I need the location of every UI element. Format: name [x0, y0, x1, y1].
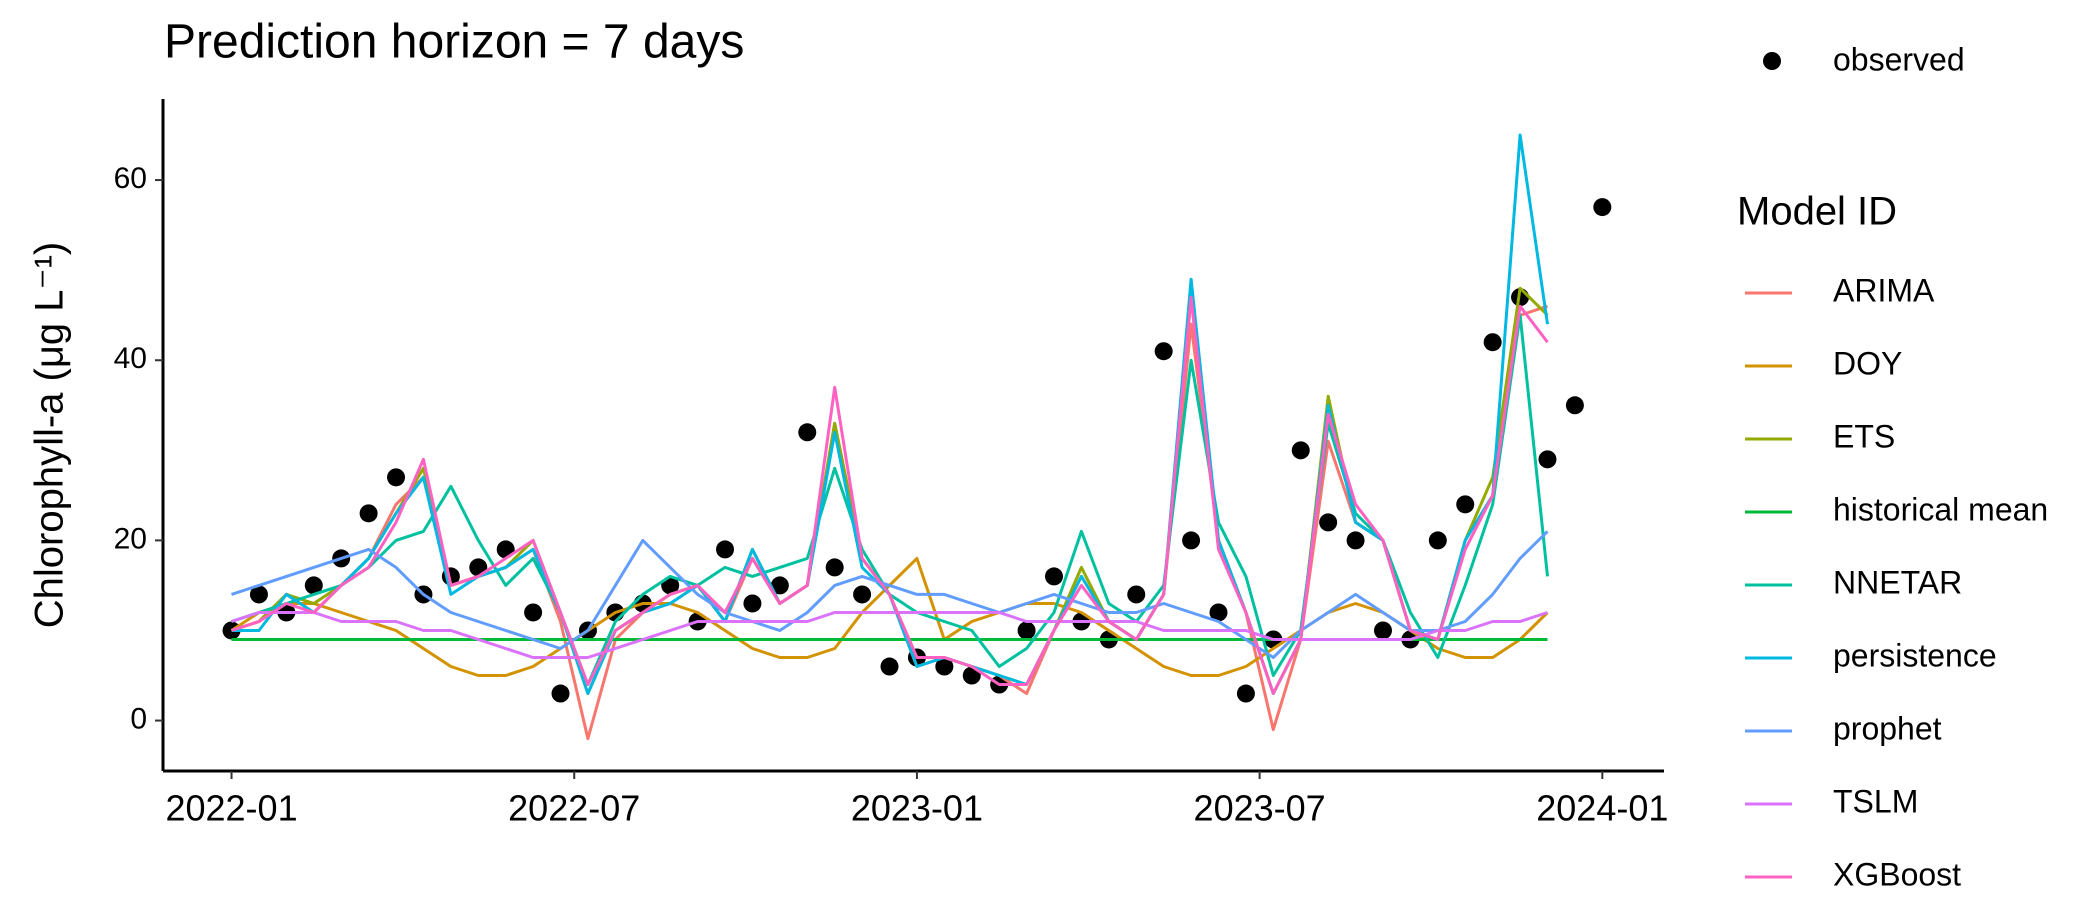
- legend-label: ARIMA: [1833, 272, 1935, 308]
- observed-point: [716, 540, 735, 559]
- legend-label: observed: [1833, 41, 1965, 77]
- y-tick-label: 20: [114, 522, 147, 555]
- observed-point: [1127, 585, 1146, 604]
- observed-point: [359, 504, 378, 523]
- observed-point: [770, 576, 789, 595]
- observed-point: [1483, 333, 1502, 352]
- y-tick-label: 40: [114, 342, 147, 375]
- legend-label: TSLM: [1833, 783, 1918, 819]
- series-line: [231, 530, 1549, 659]
- observed-point: [1209, 603, 1228, 622]
- x-tick-label: 2022-07: [508, 788, 640, 829]
- legend-label: prophet: [1833, 710, 1942, 746]
- x-tick-label: 2023-01: [851, 788, 983, 829]
- y-axis-label: Chlorophyll-a (μg L⁻¹): [28, 242, 72, 629]
- legend-label: NNETAR: [1833, 564, 1962, 600]
- x-tick-label: 2022-01: [165, 788, 297, 829]
- series-line: [231, 133, 1549, 695]
- observed-point: [1319, 513, 1338, 532]
- observed-point: [387, 468, 406, 487]
- observed-point: [249, 585, 268, 604]
- observed-point: [1182, 531, 1201, 550]
- observed-point: [524, 603, 543, 622]
- x-tick-label: 2024-01: [1536, 788, 1668, 829]
- observed-point: [798, 423, 817, 442]
- legend-label: ETS: [1833, 418, 1895, 454]
- observed-point: [825, 558, 844, 577]
- observed-point: [1565, 396, 1584, 415]
- observed-point: [1593, 198, 1612, 217]
- y-tick-label: 60: [114, 162, 147, 195]
- chart-title: Prediction horizon = 7 days: [164, 16, 744, 69]
- observed-point: [1045, 567, 1064, 586]
- observed-point: [743, 594, 762, 613]
- observed-point: [1291, 441, 1310, 460]
- x-tick-label: 2023-07: [1194, 788, 1326, 829]
- legend-label: XGBoost: [1833, 856, 1961, 892]
- observed-point: [1154, 342, 1173, 361]
- legend-label: DOY: [1833, 345, 1902, 381]
- series-line: [231, 295, 1549, 695]
- legend-label: persistence: [1833, 637, 1997, 673]
- observed-point: [1538, 450, 1557, 469]
- series-line: [231, 611, 1548, 659]
- observed-point: [880, 657, 899, 676]
- observed-point: [1373, 621, 1392, 640]
- observed-point: [551, 684, 570, 703]
- observed-point: [1456, 495, 1475, 514]
- legend-label: historical mean: [1833, 491, 2048, 527]
- observed-point: [1236, 684, 1255, 703]
- observed-point: [304, 576, 323, 595]
- observed-point: [1428, 531, 1447, 550]
- observed-point: [853, 585, 872, 604]
- observed-point: [1017, 621, 1036, 640]
- legend-title: Model ID: [1737, 190, 1897, 234]
- observed-point: [935, 657, 954, 676]
- observed-point: [1346, 531, 1365, 550]
- y-tick-label: 0: [130, 702, 147, 735]
- legend-marker: [1763, 52, 1781, 70]
